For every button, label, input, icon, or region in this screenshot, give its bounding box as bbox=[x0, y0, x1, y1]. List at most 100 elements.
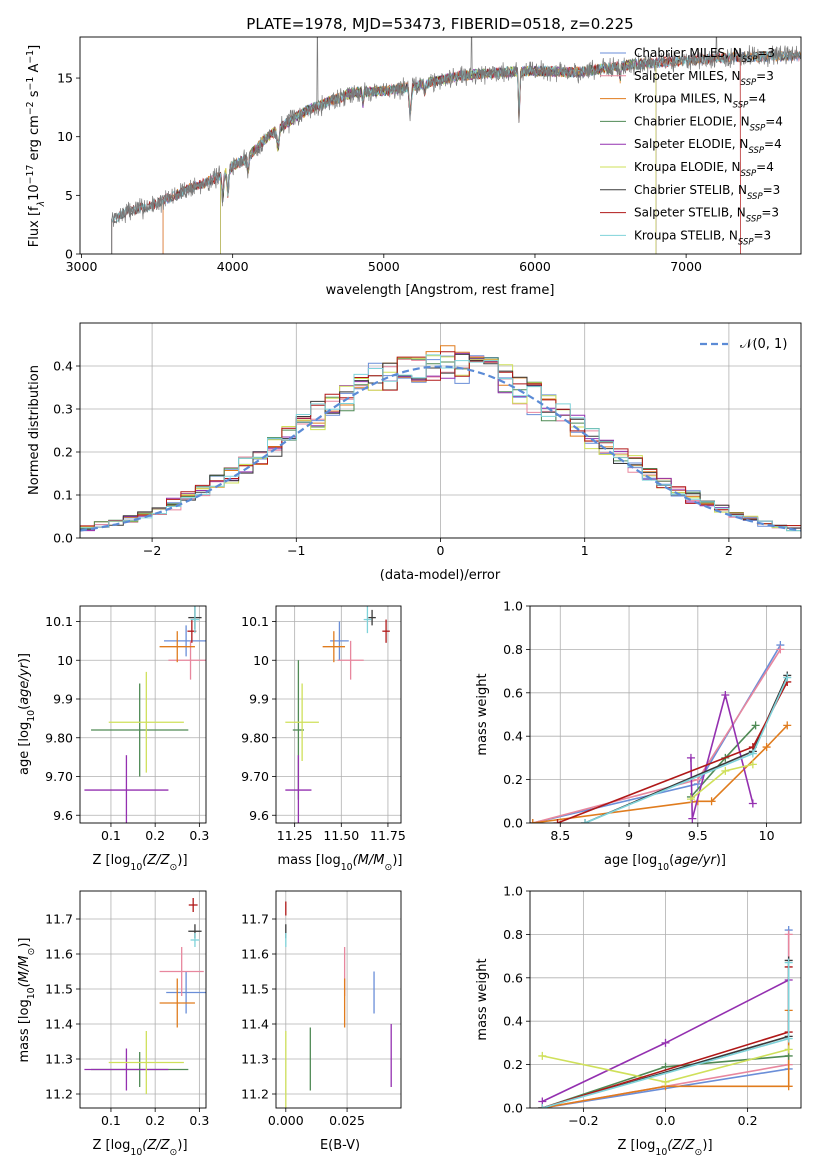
point-marker bbox=[661, 1077, 670, 1086]
y-tick-label: 0.1 bbox=[53, 488, 73, 503]
y-axis-label: Flux [fλ10−17 erg cm−2 s−1 A−1] bbox=[25, 45, 47, 247]
point-marker bbox=[721, 766, 730, 775]
normal-curve bbox=[80, 365, 801, 532]
y-axis-label: mass weight bbox=[475, 958, 490, 1040]
y-tick-label: 11.7 bbox=[45, 912, 73, 927]
x-tick-label: 11.25 bbox=[277, 828, 313, 843]
errorbar-kroupa-miles bbox=[159, 978, 195, 1028]
y-tick-label: 9.70 bbox=[45, 769, 73, 784]
legend-label-chabrier-miles: Chabrier MILES, NSSP=3 bbox=[634, 46, 775, 65]
point-marker bbox=[707, 797, 716, 806]
series-kroupa-miles bbox=[530, 721, 792, 823]
errorbar-kroupa-miles bbox=[322, 631, 346, 663]
x-tick-label: −1 bbox=[287, 543, 305, 558]
y-tick-label: 0.6 bbox=[503, 685, 523, 700]
plot-area-age_vs_mass bbox=[276, 606, 401, 823]
x-axis-label: Z [log10(Z/Z⊙)] bbox=[92, 853, 187, 873]
series-kroupa-elodie bbox=[538, 1045, 793, 1086]
x-tick-label: 0 bbox=[437, 543, 445, 558]
point-marker bbox=[776, 645, 785, 654]
point-marker bbox=[783, 721, 792, 730]
gridlines bbox=[80, 891, 206, 1108]
errorbar-chabrier-stelib bbox=[368, 609, 376, 626]
y-axis-label: mass [log10(M/M⊙)] bbox=[17, 938, 37, 1063]
point-marker bbox=[748, 749, 757, 758]
ticks-weight_vs_age: 8.5 9 9.5 10 0.0 0.2 0.4 0.6 0.8 1.0 bbox=[503, 599, 774, 844]
figure-title: PLATE=1978, MJD=53473, FIBERID=0518, z=0… bbox=[246, 15, 633, 33]
x-tick-label: 0.025 bbox=[329, 1113, 365, 1128]
series-kroupa-elodie bbox=[686, 760, 757, 804]
ticks-mass_vs_ebv: 0.000 0.025 11.2 11.3 11.4 11.5 11.6 11.7 bbox=[241, 912, 365, 1129]
y-tick-label: 11.2 bbox=[241, 1087, 269, 1102]
y-tick-label: 0.4 bbox=[53, 359, 73, 374]
axes-age_vs_mass: 11.25 11.50 11.75 9.6 9.70 9.80 9.9 10 10.1 mass … bbox=[241, 605, 406, 873]
point-marker bbox=[530, 819, 537, 823]
plot-area-spectrum bbox=[111, 37, 801, 254]
point-marker bbox=[538, 1051, 547, 1060]
y-tick-label: 11.5 bbox=[45, 982, 73, 997]
x-tick-label: 11.75 bbox=[370, 828, 406, 843]
gridlines bbox=[276, 606, 401, 823]
gridlines bbox=[530, 606, 801, 823]
y-tick-label: 9.80 bbox=[45, 730, 73, 745]
errorbar-salpeter-miles bbox=[159, 947, 204, 996]
x-tick-label: 9 bbox=[625, 828, 633, 843]
y-tick-label: 1.0 bbox=[503, 884, 523, 899]
y-tick-label: 11.6 bbox=[241, 947, 269, 962]
x-tick-label: 0.3 bbox=[189, 1113, 209, 1128]
y-tick-label: 0.3 bbox=[53, 402, 73, 417]
y-tick-label: 10.1 bbox=[241, 614, 269, 629]
y-tick-label: 11.7 bbox=[241, 912, 269, 927]
point-marker bbox=[721, 690, 730, 699]
y-tick-label: 10 bbox=[253, 653, 269, 668]
errorbar-kroupa-stelib bbox=[190, 933, 200, 947]
axes-frame bbox=[529, 605, 802, 824]
point-marker bbox=[748, 760, 757, 769]
series-line bbox=[690, 691, 754, 819]
axes-weight_vs_Z: −0.2 0.0 0.2 0.0 0.2 0.4 0.6 0.8 1.0 mass weight Z… bbox=[475, 884, 802, 1158]
y-tick-label: 11.2 bbox=[45, 1087, 73, 1102]
errorbar-kroupa-elodie bbox=[285, 683, 319, 761]
ticks-mass_vs_Z: 0.1 0.2 0.3 11.2 11.3 11.4 11.5 11.6 11.7 bbox=[45, 912, 209, 1129]
axes-age_vs_Z: 0.1 0.2 0.3 9.6 9.70 9.80 9.9 10 10.1 Z [log10(Z/… bbox=[17, 605, 209, 873]
y-tick-label: 11.3 bbox=[241, 1052, 269, 1067]
x-tick-label: 0.3 bbox=[189, 828, 209, 843]
x-tick-label: 0.2 bbox=[738, 1113, 758, 1128]
axes-frame bbox=[275, 605, 402, 824]
y-tick-label: 0.6 bbox=[503, 970, 523, 985]
axes-frame bbox=[79, 36, 802, 255]
x-tick-label: 0.1 bbox=[101, 1113, 121, 1128]
x-tick-label: 11.50 bbox=[323, 828, 359, 843]
y-tick-label: 0.4 bbox=[503, 729, 523, 744]
point-marker bbox=[748, 799, 757, 808]
series-kroupa-stelib bbox=[581, 673, 792, 823]
point-marker bbox=[762, 743, 771, 752]
errorbar-kroupa-stelib bbox=[363, 606, 372, 634]
errorbar-salpeter-stelib bbox=[382, 619, 390, 643]
histogram-kroupa-stelib bbox=[80, 354, 801, 538]
series-salpeter-elodie bbox=[686, 690, 757, 823]
errorbar-salpeter-elodie bbox=[84, 1048, 169, 1091]
x-tick-label: 1 bbox=[581, 543, 589, 558]
point-marker bbox=[686, 795, 695, 804]
y-tick-label: 15 bbox=[57, 71, 73, 86]
legend-label-kroupa-miles: Kroupa MILES, NSSP=4 bbox=[634, 92, 766, 111]
x-tick-label: 2 bbox=[725, 543, 733, 558]
y-tick-label: 9.6 bbox=[249, 808, 269, 823]
plot-area-weight_vs_age bbox=[530, 606, 801, 823]
axes-spectrum: 3000 4000 5000 6000 7000 0 5 10 15 Chabrier MILES… bbox=[25, 36, 802, 298]
point-marker bbox=[784, 930, 793, 939]
axes-frame bbox=[275, 890, 402, 1109]
legend-label-kroupa-elodie: Kroupa ELODIE, NSSP=4 bbox=[634, 160, 774, 179]
x-axis-label: mass [log10(M/M⊙)] bbox=[278, 853, 403, 873]
point-marker bbox=[688, 814, 697, 823]
y-tick-label: 11.4 bbox=[45, 1017, 73, 1032]
y-tick-label: 11.5 bbox=[241, 982, 269, 997]
y-tick-label: 10 bbox=[57, 653, 73, 668]
legend-label-kroupa-stelib: Kroupa STELIB, NSSP=3 bbox=[634, 228, 771, 247]
y-tick-label: 0.8 bbox=[503, 927, 523, 942]
plot-area-mass_vs_ebv bbox=[276, 891, 401, 1108]
x-tick-label: 7000 bbox=[670, 259, 702, 274]
legend-label-salpeter-stelib: Salpeter STELIB, NSSP=3 bbox=[634, 206, 779, 225]
